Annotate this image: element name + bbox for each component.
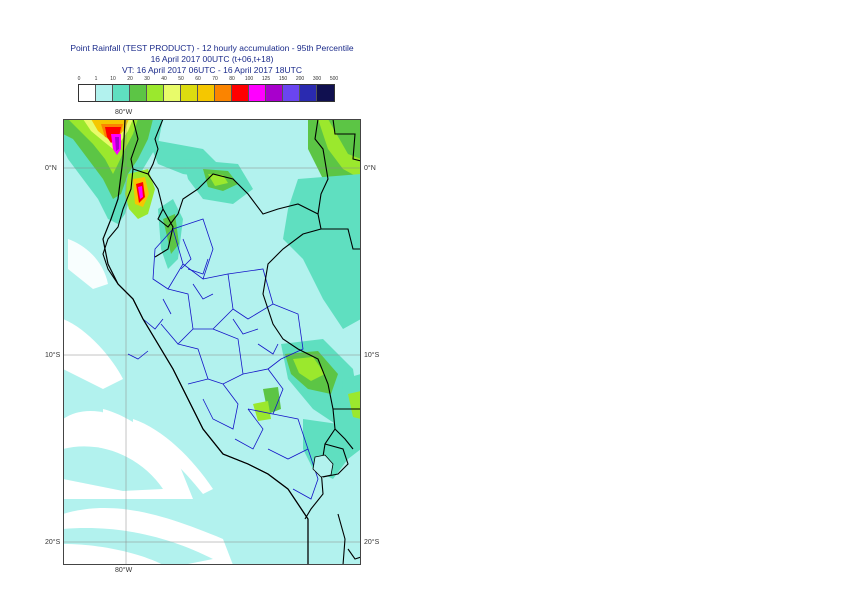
base-time-label: 16 April 2017 00UTC (t+06,t+18) (150, 54, 274, 64)
legend-swatch (317, 85, 334, 101)
legend-threshold-label: 30 (144, 76, 150, 82)
lat-label-right-20s: 20°S (364, 539, 380, 546)
legend-swatch (130, 85, 147, 101)
department-borders (127, 218, 319, 500)
legend-swatch (181, 85, 198, 101)
legend-threshold-label: 0 (77, 76, 81, 82)
lat-label-left-20s: 20°S (45, 539, 61, 546)
coastline (102, 119, 309, 565)
legend-threshold-labels: 0 1 10 20 30 40 50 60 70 80 100 125 150 200 300 500 (78, 76, 348, 84)
legend-threshold-label: 50 (178, 76, 184, 82)
legend-threshold-label: 125 (261, 76, 271, 82)
legend-swatch (249, 85, 266, 101)
legend-swatch (215, 85, 232, 101)
legend-threshold-label: 500 (329, 76, 339, 82)
lat-label-right-0: 0°N (364, 165, 376, 172)
lon-label-bottom: 80°W (115, 567, 133, 574)
map-frame (63, 119, 361, 565)
lake-titicaca (312, 454, 334, 478)
lon-label-top: 80°W (115, 109, 133, 116)
legend-threshold-label: 100 (244, 76, 254, 82)
legend-threshold-label: 40 (161, 76, 167, 82)
valid-time-label: VT: 16 April 2017 06UTC - 16 April 2017 … (121, 65, 302, 75)
rainfall-map (63, 119, 361, 565)
legend-swatch (198, 85, 215, 101)
legend-swatch (113, 85, 130, 101)
lat-label-right-10s: 10°S (364, 352, 380, 359)
legend-threshold-label: 60 (195, 76, 201, 82)
rainfall-legend: 0 1 10 20 30 40 50 60 70 80 100 125 150 200 300 500 (78, 76, 348, 102)
legend-swatch (266, 85, 283, 101)
legend-threshold-label: 1 (94, 76, 98, 82)
legend-swatch (232, 85, 249, 101)
legend-swatch (300, 85, 317, 101)
legend-threshold-label: 20 (127, 76, 133, 82)
legend-threshold-label: 300 (312, 76, 322, 82)
legend-threshold-label: 10 (110, 76, 116, 82)
legend-color-bar (78, 84, 335, 102)
lat-label-left-10s: 10°S (45, 352, 61, 359)
map-title: Point Rainfall (TEST PRODUCT) - 12 hourl… (70, 43, 354, 53)
legend-threshold-label: 80 (229, 76, 235, 82)
legend-swatch (283, 85, 300, 101)
ocean-dry-areas (63, 239, 233, 565)
legend-swatch (79, 85, 96, 101)
legend-threshold-label: 70 (212, 76, 218, 82)
legend-swatch (164, 85, 181, 101)
legend-swatch (96, 85, 113, 101)
legend-swatch (147, 85, 164, 101)
legend-threshold-label: 150 (278, 76, 288, 82)
rainfall-shading (63, 119, 361, 479)
legend-threshold-label: 200 (295, 76, 305, 82)
lat-label-left-0: 0°N (45, 165, 57, 172)
graticule-lines (63, 119, 361, 565)
